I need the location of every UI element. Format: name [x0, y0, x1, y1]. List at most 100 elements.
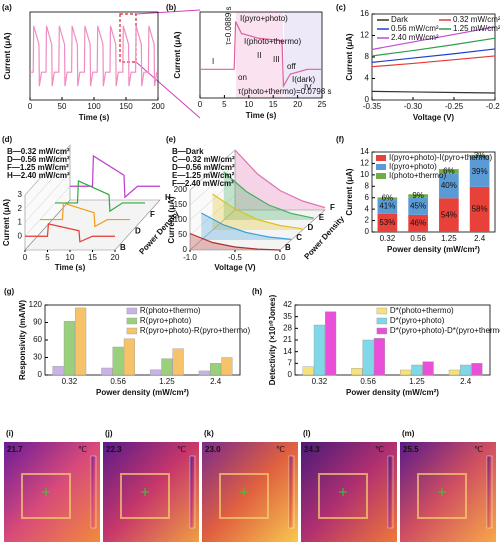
depth-tag: F [330, 203, 335, 212]
y-tick-label: 14 [283, 347, 292, 356]
legend-swatch [126, 317, 138, 325]
y-tick-label: 0 [38, 370, 43, 379]
bar-segment [408, 197, 428, 215]
share-label: 39% [472, 167, 488, 176]
series-line [371, 37, 496, 57]
x-tick-label: 20 [111, 253, 120, 262]
x-tick-label: 5 [45, 253, 50, 262]
x-tick-label: 200 [151, 102, 165, 111]
x-tick-label: 15 [269, 100, 278, 109]
region-shade [284, 12, 322, 98]
bar [123, 338, 135, 376]
x-axis-label: Power density (mW/cm²) [346, 388, 439, 397]
annotation: τ(photo+thermo)=0.0798 s [238, 87, 331, 96]
x-axis-label: Voltage (V) [413, 113, 455, 122]
x-tick-label: 0.56 [360, 377, 376, 386]
x-axis-label: Voltage (V) [214, 263, 256, 272]
panel-label: (a) [2, 3, 12, 12]
y-tick-label: 8 [365, 181, 370, 190]
y-tick-label: 0 [365, 227, 370, 236]
series-area [190, 233, 280, 250]
x-tick-label: 0.0 [274, 253, 286, 262]
bar [460, 364, 472, 376]
temperature-unit: ℃ [375, 445, 384, 454]
series-line [70, 154, 160, 199]
y-tick-label: 100 [174, 215, 188, 224]
x-tick-label: -0.35 [363, 102, 382, 111]
x-axis-label: Time (s) [79, 113, 110, 122]
bar [362, 339, 374, 376]
bar-segment [469, 186, 490, 232]
panel-label: (b) [166, 3, 177, 12]
grid-line [24, 144, 71, 196]
y-tick-label: 1 [18, 218, 23, 227]
grid-line [189, 149, 236, 191]
annotation: τ=0.0889 s [224, 6, 233, 45]
temperature: 24.3 [304, 445, 320, 454]
series-area [201, 213, 292, 240]
thermal-image [301, 442, 397, 542]
legend-swatch [376, 317, 388, 325]
y-axis-label: Responsivity (mA/W) [18, 300, 27, 380]
legend-label: 2.40 mW/cm² [391, 33, 439, 42]
y-tick-label: 12 [360, 31, 369, 40]
x-tick-label: -1.0 [183, 253, 197, 262]
y-tick-label: 150 [174, 200, 188, 209]
x-tick-label: -0.5 [228, 253, 242, 262]
bar-segment [408, 194, 428, 198]
legend-swatch [376, 173, 386, 179]
x-tick-label: 0 [28, 102, 33, 111]
legend-label: F—1.25 mW/cm² [7, 163, 69, 172]
x-tick-label: 0 [23, 253, 28, 262]
y-tick-label: 21 [283, 335, 292, 344]
bar [112, 346, 124, 376]
object-outline [318, 473, 368, 519]
bar [198, 370, 210, 376]
temperature-unit: ℃ [78, 445, 87, 454]
legend-label: E—1.25 mW/cm² [172, 171, 235, 180]
panel-label: (c) [336, 3, 346, 12]
panel-label: (e) [166, 135, 176, 144]
bar-segment [377, 199, 398, 214]
plot-frame [29, 11, 159, 101]
annotation: I [212, 57, 214, 66]
legend-label: I(pyro+photo)-I(pyro+thermo) [389, 153, 492, 162]
x-tick-label: -0.30 [404, 102, 423, 111]
legend-swatch [126, 327, 138, 335]
bar-segment [439, 173, 459, 199]
temperature: 22.3 [106, 445, 122, 454]
x-tick-label: 1.25 [409, 377, 425, 386]
y-axis-label: Current (μA) [3, 32, 12, 79]
legend-label: D*(pyro+photo) [390, 316, 445, 325]
legend-label: H—2.40 mW/cm² [7, 171, 70, 180]
x-tick-label: 2.4 [460, 377, 472, 386]
legend-label: I(photo+thermo) [389, 171, 446, 180]
y-tick-label: 6 [365, 193, 370, 202]
y-tick-label: 35 [283, 312, 292, 321]
x-tick-label: 15 [88, 253, 97, 262]
temperature: 21.7 [7, 445, 23, 454]
legend-label: C—0.32 mW/cm² [172, 155, 235, 164]
share-label: 45% [410, 201, 426, 210]
depth-tag: D [308, 223, 314, 232]
legend-swatch [376, 327, 388, 335]
bar [75, 307, 87, 376]
object-outline [21, 473, 71, 519]
y-tick-label: 0 [365, 95, 370, 104]
bar [52, 366, 64, 376]
series-line [212, 193, 303, 230]
depth-tag: B [285, 243, 291, 252]
series-line [25, 223, 115, 243]
series-line [30, 25, 158, 87]
y-tick-label: 28 [283, 323, 292, 332]
thermal-image [202, 442, 298, 542]
y-tick-label: 60 [33, 335, 42, 344]
region-shade [236, 12, 283, 98]
series-line [55, 180, 145, 213]
series-line [371, 26, 496, 51]
series-line [371, 90, 496, 94]
color-scale [288, 455, 295, 529]
x-tick-label: 100 [87, 102, 101, 111]
bar [325, 311, 337, 376]
